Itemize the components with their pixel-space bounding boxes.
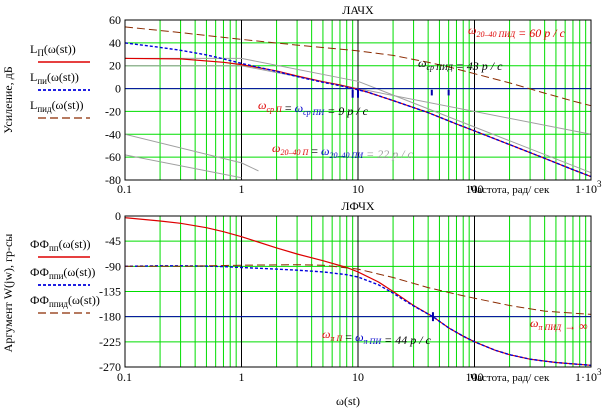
phase-annotation-0: ωπ П = ωπ ПИ = 44 р / с <box>322 327 432 347</box>
amp-xtick-label: 0.1 <box>117 182 132 196</box>
phase-ytick-label: -90 <box>105 259 121 273</box>
phase-ytick-label: -135 <box>99 285 121 299</box>
amp-legend-label: Lпи(ω(st)) <box>30 70 79 86</box>
phase-series-0 <box>124 217 592 366</box>
phase-series-1 <box>124 265 592 366</box>
phase-xtick-label: 0.1 <box>117 370 132 384</box>
amp-ytick-label: 60 <box>109 13 121 27</box>
phase-series-2 <box>125 264 592 315</box>
phase-xlabel: Частота, рад/ сек <box>470 372 550 384</box>
amp-title: ЛАЧХ <box>342 3 374 17</box>
amp-legend-label: Lпид(ω(st)) <box>30 98 83 114</box>
amp-annotation-0: ω20–40 ПИД = 60 р / с <box>468 23 566 40</box>
phase-legend-label: ФФпп(ω(st)) <box>30 237 91 253</box>
phase-xtick-label: 10 <box>352 370 364 384</box>
amp-xtick-label: 1 <box>239 182 245 196</box>
amp-annotation-2: ωср П = ωср ПИ = 9 р / с <box>258 98 369 118</box>
amp-series-1 <box>124 42 592 178</box>
amp-series-2 <box>124 26 592 107</box>
phase-ytick-label: 0 <box>115 209 121 223</box>
phase-xtick-label: 1 <box>239 370 245 384</box>
amp-asymptote-1 <box>125 65 592 135</box>
amp-frame <box>124 19 592 181</box>
phase-ytick-label: -270 <box>99 360 121 374</box>
amp-asymptote-0 <box>125 57 592 174</box>
amp-ytick-label: 0 <box>115 82 121 96</box>
amp-ytick-label: 20 <box>109 59 121 73</box>
phase-annotation-1: ωπ ПИД → ∞ <box>530 316 588 333</box>
phase-xtick-label: 1·10 <box>575 370 597 384</box>
amp-ytick-label: -80 <box>105 173 121 187</box>
amp-ytick-label: -20 <box>105 104 121 118</box>
phase-legend-label: ФФппи(ω(st)) <box>30 265 95 281</box>
phase-ytick-label: -180 <box>99 310 121 324</box>
phase-ylabel: Аргумент W(jw), гр-сы <box>1 234 15 353</box>
phase-ytick-label: -45 <box>105 234 121 248</box>
amp-ytick-label: -60 <box>105 150 121 164</box>
amp-ytick-label: -40 <box>105 127 121 141</box>
phase-xtick-label: 100 <box>466 370 484 384</box>
amp-annotation-1: ωср ПИД = 43 р / с <box>418 56 503 73</box>
phase-ytick-label: -225 <box>99 335 121 349</box>
phase-xlabel-bottom: ω(st) <box>336 394 360 408</box>
amp-xtick-sup: 3 <box>597 179 602 189</box>
amp-xtick-label: 1·10 <box>575 182 597 196</box>
amp-asymptote-2 <box>124 133 259 172</box>
phase-frame <box>124 215 592 368</box>
amp-annotation-3: ω20–40 П = ω20–40 ПИ = 22 р / с <box>272 141 414 161</box>
amp-xtick-label: 100 <box>466 182 484 196</box>
phase-legend-label: ФФппид(ω(st)) <box>30 293 100 309</box>
amp-xtick-label: 10 <box>352 182 364 196</box>
amp-legend-label: LП(ω(st)) <box>30 42 76 58</box>
amp-ylabel: Усиление, дБ <box>1 66 15 133</box>
amp-asymptote-3 <box>124 154 242 179</box>
amp-ytick-label: 40 <box>109 36 121 50</box>
phase-title: ЛФЧХ <box>341 199 375 213</box>
phase-xtick-sup: 3 <box>597 367 602 377</box>
amp-xlabel: Частота, рад/ сек <box>470 184 550 196</box>
